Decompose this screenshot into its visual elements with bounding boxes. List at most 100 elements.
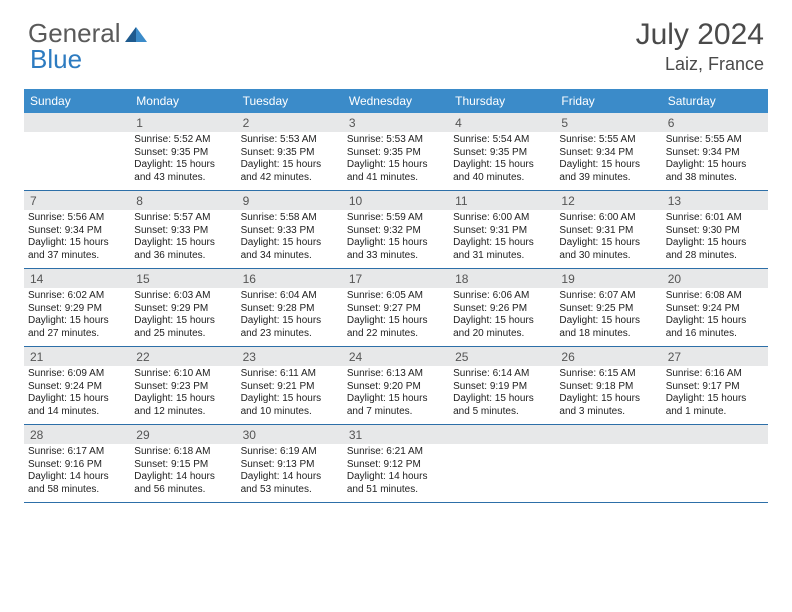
- day-cell: 7Sunrise: 5:56 AMSunset: 9:34 PMDaylight…: [24, 191, 130, 269]
- sunset-text: Sunset: 9:25 PM: [559, 303, 657, 316]
- sunrise-text: Sunrise: 6:11 AM: [241, 368, 339, 381]
- day-body: Sunrise: 5:59 AMSunset: 9:32 PMDaylight:…: [343, 210, 449, 268]
- day-cell: 16Sunrise: 6:04 AMSunset: 9:28 PMDayligh…: [237, 269, 343, 347]
- sunset-text: Sunset: 9:35 PM: [134, 147, 232, 160]
- sunset-text: Sunset: 9:33 PM: [241, 225, 339, 238]
- dow-tue: Tuesday: [237, 89, 343, 113]
- day-number: 12: [555, 191, 661, 210]
- day-body: Sunrise: 6:07 AMSunset: 9:25 PMDaylight:…: [555, 288, 661, 346]
- day-body: [662, 444, 768, 500]
- day-cell: 2Sunrise: 5:53 AMSunset: 9:35 PMDaylight…: [237, 113, 343, 191]
- sunrise-text: Sunrise: 6:02 AM: [28, 290, 126, 303]
- sunset-text: Sunset: 9:35 PM: [241, 147, 339, 160]
- day-cell: 25Sunrise: 6:14 AMSunset: 9:19 PMDayligh…: [449, 347, 555, 425]
- day-number: 25: [449, 347, 555, 366]
- day-cell: 4Sunrise: 5:54 AMSunset: 9:35 PMDaylight…: [449, 113, 555, 191]
- day-number: 11: [449, 191, 555, 210]
- sunrise-text: Sunrise: 5:56 AM: [28, 212, 126, 225]
- sunrise-text: Sunrise: 6:18 AM: [134, 446, 232, 459]
- dow-fri: Friday: [555, 89, 661, 113]
- day-cell: 22Sunrise: 6:10 AMSunset: 9:23 PMDayligh…: [130, 347, 236, 425]
- week-row: 1Sunrise: 5:52 AMSunset: 9:35 PMDaylight…: [24, 113, 768, 191]
- sunset-text: Sunset: 9:21 PM: [241, 381, 339, 394]
- day-cell: 29 Sunrise: 6:18 AMSunset: 9:15 PMDayligh…: [130, 425, 236, 503]
- sunrise-text: Sunrise: 6:09 AM: [28, 368, 126, 381]
- sunrise-text: Sunrise: 6:05 AM: [347, 290, 445, 303]
- day-cell: 9Sunrise: 5:58 AMSunset: 9:33 PMDaylight…: [237, 191, 343, 269]
- daylight-text: Daylight: 15 hours and 28 minutes.: [666, 237, 764, 262]
- sunrise-text: Sunrise: 6:17 AM: [28, 446, 126, 459]
- daylight-text: Daylight: 15 hours and 12 minutes.: [134, 393, 232, 418]
- daylight-text: Daylight: 15 hours and 3 minutes.: [559, 393, 657, 418]
- dow-mon: Monday: [130, 89, 236, 113]
- sunrise-text: Sunrise: 5:53 AM: [347, 134, 445, 147]
- sunrise-text: Sunrise: 6:16 AM: [666, 368, 764, 381]
- day-number: 6: [662, 113, 768, 132]
- sunrise-text: Sunrise: 5:58 AM: [241, 212, 339, 225]
- calendar-table: Sunday Monday Tuesday Wednesday Thursday…: [24, 89, 768, 503]
- daylight-text: Daylight: 15 hours and 7 minutes.: [347, 393, 445, 418]
- day-number: 27: [662, 347, 768, 366]
- day-number: 17: [343, 269, 449, 288]
- daylight-text: Daylight: 14 hours and 56 minutes.: [134, 471, 232, 496]
- daylight-text: Daylight: 14 hours and 58 minutes.: [28, 471, 126, 496]
- day-body: [555, 444, 661, 500]
- day-number: 28: [24, 425, 130, 444]
- daylight-text: Daylight: 15 hours and 43 minutes.: [134, 159, 232, 184]
- sunset-text: Sunset: 9:30 PM: [666, 225, 764, 238]
- sunrise-text: Sunrise: 6:03 AM: [134, 290, 232, 303]
- sunset-text: Sunset: 9:32 PM: [347, 225, 445, 238]
- day-cell: 28Sunrise: 6:17 AMSunset: 9:16 PMDayligh…: [24, 425, 130, 503]
- day-cell: 18Sunrise: 6:06 AMSunset: 9:26 PMDayligh…: [449, 269, 555, 347]
- title-block: July 2024 Laiz, France: [636, 18, 764, 75]
- sunrise-text: Sunrise: 6:04 AM: [241, 290, 339, 303]
- day-body: Sunrise: 5:52 AMSunset: 9:35 PMDaylight:…: [130, 132, 236, 190]
- day-number: 19: [555, 269, 661, 288]
- day-cell: 10Sunrise: 5:59 AMSunset: 9:32 PMDayligh…: [343, 191, 449, 269]
- sunrise-text: Sunrise: 5:59 AM: [347, 212, 445, 225]
- day-number: 4: [449, 113, 555, 132]
- sunrise-text: Sunrise: 5:52 AM: [134, 134, 232, 147]
- daylight-text: Daylight: 15 hours and 25 minutes.: [134, 315, 232, 340]
- header: General July 2024 Laiz, France: [0, 0, 792, 83]
- day-cell: 26Sunrise: 6:15 AMSunset: 9:18 PMDayligh…: [555, 347, 661, 425]
- sunrise-text: Sunrise: 6:01 AM: [666, 212, 764, 225]
- sunset-text: Sunset: 9:15 PM: [134, 459, 232, 472]
- day-number: 9: [237, 191, 343, 210]
- daylight-text: Daylight: 15 hours and 10 minutes.: [241, 393, 339, 418]
- daylight-text: Daylight: 15 hours and 40 minutes.: [453, 159, 551, 184]
- day-body: Sunrise: 5:57 AMSunset: 9:33 PMDaylight:…: [130, 210, 236, 268]
- day-number: 29: [130, 425, 236, 444]
- day-body: Sunrise: 6:03 AMSunset: 9:29 PMDaylight:…: [130, 288, 236, 346]
- day-cell: 3Sunrise: 5:53 AMSunset: 9:35 PMDaylight…: [343, 113, 449, 191]
- day-cell: 1Sunrise: 5:52 AMSunset: 9:35 PMDaylight…: [130, 113, 236, 191]
- day-cell: [662, 425, 768, 503]
- day-body: Sunrise: 6:04 AMSunset: 9:28 PMDaylight:…: [237, 288, 343, 346]
- day-number: 5: [555, 113, 661, 132]
- day-body: Sunrise: 6:08 AMSunset: 9:24 PMDaylight:…: [662, 288, 768, 346]
- sunset-text: Sunset: 9:29 PM: [134, 303, 232, 316]
- dow-sat: Saturday: [662, 89, 768, 113]
- day-cell: [24, 113, 130, 191]
- day-number: [555, 425, 661, 444]
- day-cell: 11Sunrise: 6:00 AMSunset: 9:31 PMDayligh…: [449, 191, 555, 269]
- daylight-text: Daylight: 15 hours and 5 minutes.: [453, 393, 551, 418]
- sunrise-text: Sunrise: 6:06 AM: [453, 290, 551, 303]
- daylight-text: Daylight: 15 hours and 16 minutes.: [666, 315, 764, 340]
- day-cell: 24Sunrise: 6:13 AMSunset: 9:20 PMDayligh…: [343, 347, 449, 425]
- dow-thu: Thursday: [449, 89, 555, 113]
- week-row: 14Sunrise: 6:02 AMSunset: 9:29 PMDayligh…: [24, 269, 768, 347]
- sunset-text: Sunset: 9:24 PM: [28, 381, 126, 394]
- day-cell: 17Sunrise: 6:05 AMSunset: 9:27 PMDayligh…: [343, 269, 449, 347]
- day-number: 7: [24, 191, 130, 210]
- sunset-text: Sunset: 9:34 PM: [666, 147, 764, 160]
- day-of-week-row: Sunday Monday Tuesday Wednesday Thursday…: [24, 89, 768, 113]
- day-cell: 5Sunrise: 5:55 AMSunset: 9:34 PMDaylight…: [555, 113, 661, 191]
- day-number: 2: [237, 113, 343, 132]
- daylight-text: Daylight: 15 hours and 38 minutes.: [666, 159, 764, 184]
- sunrise-text: Sunrise: 5:55 AM: [559, 134, 657, 147]
- day-cell: 31Sunrise: 6:21 AMSunset: 9:12 PMDayligh…: [343, 425, 449, 503]
- sunrise-text: Sunrise: 6:10 AM: [134, 368, 232, 381]
- day-body: Sunrise: 5:56 AMSunset: 9:34 PMDaylight:…: [24, 210, 130, 268]
- day-cell: 8Sunrise: 5:57 AMSunset: 9:33 PMDaylight…: [130, 191, 236, 269]
